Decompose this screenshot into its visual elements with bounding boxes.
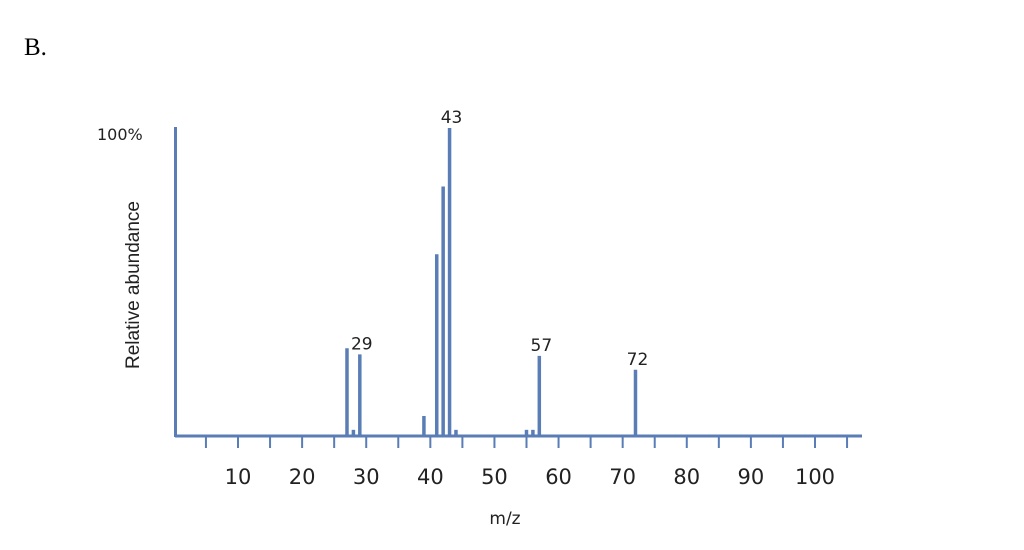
- x-tick-label: 30: [353, 465, 380, 489]
- x-tick-label: 60: [545, 465, 572, 489]
- peak-label: 72: [627, 350, 649, 370]
- peak-label: 57: [531, 336, 553, 356]
- y-axis-label: Relative abundance: [123, 201, 144, 369]
- peak-label: 43: [441, 108, 463, 128]
- x-axis-label: m/z: [489, 509, 520, 529]
- x-tick-label: 90: [738, 465, 765, 489]
- x-tick-label: 80: [673, 465, 700, 489]
- x-tick-label: 50: [481, 465, 508, 489]
- x-tick-label: 70: [609, 465, 636, 489]
- x-tick-label: 20: [289, 465, 316, 489]
- x-tick-label: 40: [417, 465, 444, 489]
- x-tick-label: 10: [225, 465, 252, 489]
- peak-label: 29: [351, 334, 373, 354]
- x-tick-label: 100: [795, 465, 835, 489]
- panel-label: B.: [24, 34, 47, 61]
- y-axis-top-label: 100%: [97, 125, 143, 144]
